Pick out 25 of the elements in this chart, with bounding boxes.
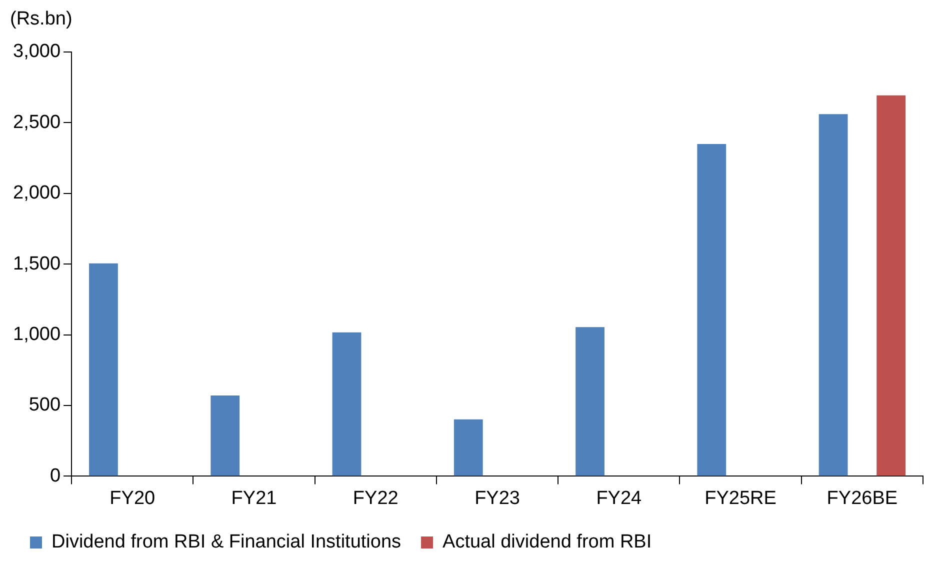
- y-tick-label: 500: [28, 394, 61, 416]
- y-tick-label: 0: [50, 465, 61, 486]
- x-tick-label: FY20: [110, 488, 156, 509]
- bar: [454, 419, 483, 476]
- x-tick-label: FY23: [474, 488, 520, 509]
- bar: [89, 263, 118, 476]
- x-tick-label: FY21: [231, 488, 277, 509]
- bar: [697, 144, 726, 476]
- x-tick-label: FY25RE: [704, 488, 776, 509]
- y-tick-label: 1,000: [13, 324, 61, 346]
- y-tick-label: 2,500: [13, 112, 61, 133]
- y-tick-label: 2,000: [13, 182, 61, 204]
- y-tick-label: 3,000: [13, 41, 61, 62]
- bar: [576, 327, 604, 476]
- bar: [210, 395, 240, 476]
- bar: [876, 95, 906, 476]
- legend-label: Dividend from RBI & Financial Institutions: [52, 532, 402, 553]
- legend-label: Actual dividend from RBI: [442, 532, 652, 553]
- x-tick-label: FY24: [596, 488, 642, 509]
- bar: [818, 114, 848, 476]
- bar: [332, 332, 362, 476]
- x-tick-label: FY26BE: [826, 488, 898, 509]
- y-tick-label: 1,500: [13, 253, 61, 274]
- x-tick-label: FY22: [352, 488, 398, 509]
- y-axis-title: (Rs.bn): [10, 8, 72, 30]
